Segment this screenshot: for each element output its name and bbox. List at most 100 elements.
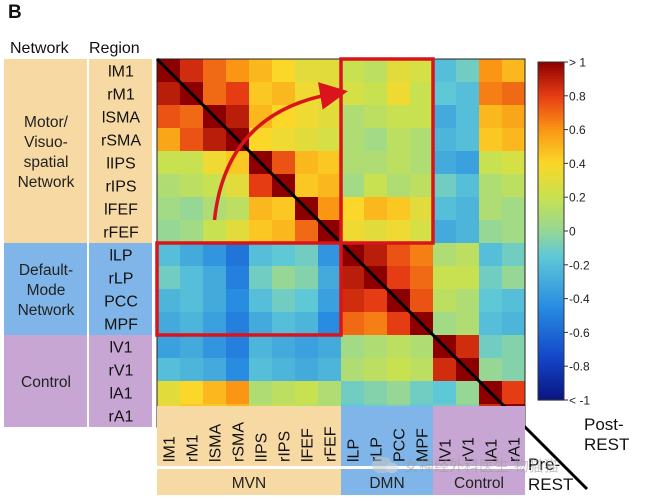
heatmap-cell-PCC-rSMA — [226, 289, 250, 313]
heatmap-cell-lA1-PCC — [387, 381, 411, 405]
colorbar-step — [538, 281, 564, 286]
colorbar-step — [538, 312, 564, 317]
heatmap-cell-rM1-lM1 — [157, 82, 181, 106]
colorbar-step — [538, 256, 564, 260]
heatmap-cell-lV1-rLP — [364, 335, 388, 359]
post-rest-label: Post- — [584, 415, 624, 434]
colorbar-step — [538, 363, 564, 367]
colorbar-step — [538, 383, 564, 387]
heatmap-cell-lM1-PCC — [387, 59, 411, 83]
heatmap-cell-rSMA-rM1 — [180, 128, 204, 152]
heatmap-cell-rFEF-PCC — [387, 220, 411, 244]
colorbar-step — [538, 397, 564, 401]
colorbar-step — [538, 222, 564, 226]
heatmap-cell-PCC-lV1 — [433, 289, 457, 313]
heatmap-cell-rFEF-rLP — [364, 220, 388, 244]
colorbar-step — [538, 385, 564, 390]
network-label: Network — [18, 302, 75, 319]
network-label: Default- — [19, 262, 73, 279]
colorbar-step — [538, 163, 564, 167]
heatmap-cell-lSMA-PCC — [387, 105, 411, 129]
heatmap-cell-rM1-rSMA — [226, 82, 250, 106]
heatmap-cell-MPF-lM1 — [157, 312, 181, 336]
heatmap-cell-lA1-lFEF — [295, 381, 319, 405]
heatmap-cell-lIPS-lM1 — [157, 151, 181, 175]
heatmap-cell-lM1-rSMA — [226, 59, 250, 83]
heatmap-cell-lSMA-lIPS — [249, 105, 273, 129]
heatmap-cell-lA1-lV1 — [433, 381, 457, 405]
heatmap-cell-lM1-lSMA — [203, 59, 227, 83]
heatmap-cell-rLP-lV1 — [433, 266, 457, 290]
column-label-lLP: lLP — [346, 439, 363, 462]
row-label-rV1: rV1 — [109, 363, 134, 380]
row-label-lM1: lM1 — [108, 64, 134, 81]
heatmap-cell-lA1-rA1 — [502, 381, 526, 405]
pre-rest-label: REST — [528, 475, 573, 494]
heatmap-cell-PCC-MPF — [410, 289, 434, 313]
heatmap-cell-rSMA-lFEF — [295, 128, 319, 152]
heatmap-cell-rV1-lSMA — [203, 358, 227, 382]
network-band-left-0 — [4, 59, 87, 243]
column-label-rA1: rA1 — [507, 437, 524, 462]
heatmap-cell-MPF-rFEF — [318, 312, 342, 336]
heatmap-cell-lM1-rIPS — [272, 59, 296, 83]
heatmap-cell-lIPS-rLP — [364, 151, 388, 175]
heatmap-cell-rLP-rA1 — [502, 266, 526, 290]
heatmap-cell-MPF-rM1 — [180, 312, 204, 336]
heatmap-cell-lA1-rIPS — [272, 381, 296, 405]
heatmap-cell-lFEF-lLP — [341, 197, 365, 221]
network-label-bottom: MVN — [232, 475, 266, 492]
colorbar-step — [538, 87, 564, 91]
colorbar-step — [538, 104, 564, 108]
heatmap-cell-rLP-rSMA — [226, 266, 250, 290]
heatmap-cell-lM1-lA1 — [479, 59, 503, 83]
heatmap-cell-lSMA-lFEF — [295, 105, 319, 129]
network-band-bottom-0 — [157, 469, 341, 495]
heatmap-cell-lFEF-PCC — [387, 197, 411, 221]
heatmap-cell-lFEF-lA1 — [479, 197, 503, 221]
colorbar-step — [538, 276, 564, 280]
highlight-box-pre-rest — [155, 241, 343, 337]
heatmap-cell-lV1-rA1 — [502, 335, 526, 359]
heatmap-cell-rLP-rIPS — [272, 266, 296, 290]
heatmap-cell-rM1-lSMA — [203, 82, 227, 106]
heatmap-cell-rFEF-lIPS — [249, 220, 273, 244]
heatmap-cell-rIPS-lFEF — [295, 174, 319, 198]
heatmap-cell-rLP-rM1 — [180, 266, 204, 290]
heatmap-cell-rM1-rA1 — [502, 82, 526, 106]
colorbar-tick-label: 0.4 — [569, 157, 586, 171]
heatmap-cell-rLP-lA1 — [479, 266, 503, 290]
heatmap-cell-lM1-rA1 — [502, 59, 526, 83]
heatmap-cell-lA1-rM1 — [180, 381, 204, 405]
column-label-lM1: lM1 — [162, 436, 179, 462]
column-label-rSMA: rSMA — [231, 422, 248, 462]
heatmap-cell-lA1-rV1 — [456, 381, 480, 405]
region-band-left-1 — [89, 243, 152, 335]
heatmap-cell-lFEF-rLP — [364, 197, 388, 221]
heatmap-cell-rIPS-lV1 — [433, 174, 457, 198]
colorbar-step — [538, 360, 564, 364]
colorbar-step — [538, 200, 564, 204]
heatmap-cell-lV1-lSMA — [203, 335, 227, 359]
colorbar-tick-label: 0.2 — [569, 191, 586, 205]
colorbar-step — [538, 239, 564, 243]
heatmap-cell-PCC-lA1 — [479, 289, 503, 313]
colorbar-step — [538, 253, 564, 257]
column-label-lA1: lA1 — [484, 439, 501, 462]
colorbar-step — [538, 78, 564, 83]
heatmap-cell-lSMA-rV1 — [456, 105, 480, 129]
heatmap-cell-lV1-MPF — [410, 335, 434, 359]
region-header: Region — [89, 40, 140, 57]
heatmap-cell-MPF-rIPS — [272, 312, 296, 336]
row-label-lFEF: lFEF — [104, 202, 138, 219]
column-label-MPF: MPF — [415, 428, 432, 462]
heatmap-cell-PCC-rM1 — [180, 289, 204, 313]
column-label-lSMA: lSMA — [208, 423, 225, 462]
heatmap-cell-lLP-rSMA — [226, 243, 250, 267]
heatmap-cell-lIPS-rA1 — [502, 151, 526, 175]
heatmap-cell-lFEF-lV1 — [433, 197, 457, 221]
colorbar-step — [538, 236, 564, 241]
heatmap-cell-MPF-lA1 — [479, 312, 503, 336]
colorbar-step — [538, 107, 564, 111]
heatmap-cell-lA1-rSMA — [226, 381, 250, 405]
